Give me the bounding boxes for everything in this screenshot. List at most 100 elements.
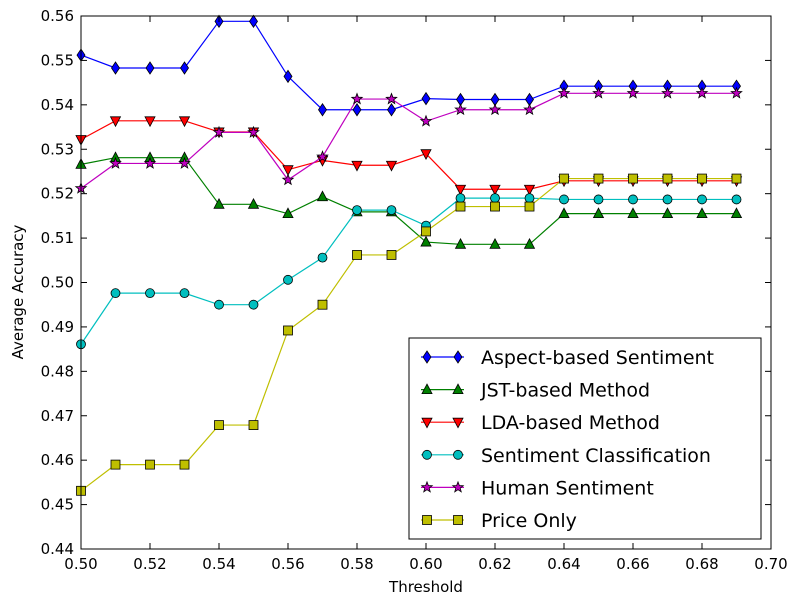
data-point <box>385 92 398 105</box>
series-sentiment-classification <box>76 193 742 350</box>
legend-entry: Aspect-based Sentiment <box>421 347 714 369</box>
data-point <box>214 420 224 430</box>
data-point <box>454 184 467 196</box>
data-point <box>283 69 293 84</box>
data-point <box>109 156 122 169</box>
data-point <box>316 150 329 163</box>
legend-label: Aspect-based Sentiment <box>481 347 714 369</box>
x-tick-label: 0.50 <box>64 555 97 573</box>
y-tick-label: 0.56 <box>41 7 74 25</box>
series-human-sentiment <box>74 86 743 194</box>
axes: 0.50 0.52 0.54 0.56 0.58 0.60 0.62 0.64 0.66 0.68… <box>41 7 788 573</box>
data-point <box>144 116 156 128</box>
data-point <box>420 149 432 161</box>
data-point <box>628 173 638 184</box>
data-point <box>248 420 259 430</box>
data-point <box>387 102 396 117</box>
data-point <box>454 237 467 249</box>
legend-label: JST-based Method <box>480 380 650 402</box>
x-tick-label: 0.62 <box>478 555 511 573</box>
legend-label: Human Sentiment <box>481 477 654 499</box>
data-point <box>247 197 260 209</box>
y-tick-label: 0.47 <box>41 407 74 425</box>
data-point <box>523 237 536 249</box>
y-tick-label: 0.46 <box>41 451 74 469</box>
data-point <box>317 299 328 310</box>
data-point <box>661 207 674 219</box>
legend-marker-left <box>420 480 434 493</box>
x-tick-label: 0.60 <box>409 555 442 573</box>
data-point <box>212 125 226 138</box>
y-tick-label: 0.49 <box>41 318 74 336</box>
data-point <box>179 459 190 470</box>
data-point <box>385 160 398 172</box>
data-point <box>524 193 535 204</box>
data-point <box>421 226 431 237</box>
data-point <box>626 86 640 99</box>
data-point <box>523 184 536 196</box>
data-point <box>454 103 467 116</box>
data-point <box>143 156 157 169</box>
legend-marker-right <box>451 480 465 493</box>
data-point <box>249 14 258 29</box>
data-point <box>662 194 673 205</box>
data-point <box>179 288 190 299</box>
series-line <box>80 120 737 190</box>
series-price-only <box>76 173 742 496</box>
data-point <box>350 92 364 105</box>
data-point <box>213 197 225 209</box>
legend-marker-left <box>422 515 432 525</box>
data-point <box>180 61 189 75</box>
data-point <box>592 207 605 219</box>
data-point <box>145 459 155 470</box>
series-line <box>80 157 737 245</box>
data-point <box>281 173 295 186</box>
data-point <box>731 194 742 205</box>
data-point <box>558 207 570 219</box>
data-point <box>731 173 742 184</box>
y-axis-label: Average Accuracy <box>9 224 27 359</box>
data-point <box>489 184 501 196</box>
data-point <box>283 274 293 285</box>
series-line <box>80 20 737 111</box>
data-point <box>730 86 743 99</box>
plot-area <box>74 14 743 496</box>
data-point <box>697 194 707 205</box>
data-point <box>282 207 294 219</box>
series-line <box>80 177 737 492</box>
data-point <box>110 288 121 299</box>
data-point <box>524 201 535 212</box>
legend-marker-left <box>421 417 433 429</box>
data-point <box>316 190 329 202</box>
data-point <box>628 194 638 205</box>
legend-entry: Human Sentiment <box>420 477 654 499</box>
legend-label: Price Only <box>481 510 577 532</box>
legend-marker-left <box>422 449 432 460</box>
x-tick-label: 0.54 <box>202 555 235 573</box>
data-point <box>592 86 605 99</box>
y-tick-label: 0.50 <box>41 274 74 292</box>
legend-marker-left <box>422 350 432 364</box>
data-point <box>386 250 397 260</box>
x-tick-label: 0.70 <box>754 555 787 573</box>
data-point <box>178 116 191 128</box>
x-tick-label: 0.52 <box>133 555 166 573</box>
data-point <box>661 86 674 99</box>
legend-label: Sentiment Classification <box>481 445 711 467</box>
y-tick-label: 0.44 <box>41 540 74 558</box>
legend-marker-left <box>421 383 433 395</box>
y-tick-label: 0.45 <box>41 496 74 514</box>
data-point <box>559 173 569 184</box>
data-point <box>593 173 604 184</box>
data-point <box>248 299 259 310</box>
legend-entry: Sentiment Classification <box>421 445 711 467</box>
data-point <box>247 125 260 138</box>
x-tick-label: 0.68 <box>685 555 718 573</box>
series-line <box>80 197 737 345</box>
x-tick-label: 0.56 <box>271 555 304 573</box>
y-tick-label: 0.54 <box>41 96 74 114</box>
data-point <box>419 114 433 127</box>
data-point <box>489 237 501 249</box>
data-point <box>318 102 327 117</box>
